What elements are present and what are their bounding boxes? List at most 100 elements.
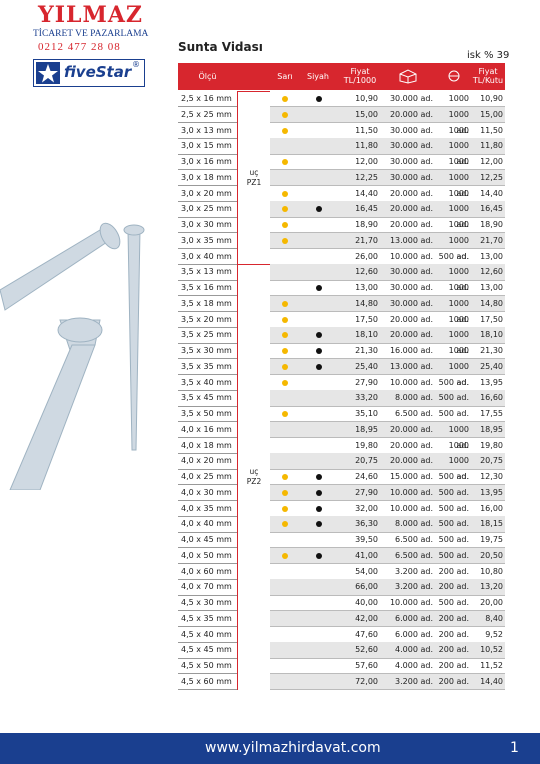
row-line xyxy=(178,610,237,611)
price-1000: 21,30 xyxy=(355,346,378,355)
black-dot xyxy=(316,348,322,354)
box-qty: 6.500 ad. xyxy=(395,550,433,560)
price-1000: 12,00 xyxy=(355,157,378,166)
yellow-dot xyxy=(282,127,288,134)
price-1000: 12,25 xyxy=(355,172,378,182)
size: 4,5 x 50 mm xyxy=(181,661,232,670)
size: 3,5 x 16 mm xyxy=(181,283,232,292)
pack-qty: 1000 ad. xyxy=(448,361,469,387)
row-line xyxy=(178,374,237,375)
row-line xyxy=(178,137,237,139)
price-box: 12,30 xyxy=(480,472,503,481)
pack-qty: 500 ad. xyxy=(438,251,469,261)
box-qty: 20.000 ad. xyxy=(389,188,433,198)
size: 2,5 x 16 mm xyxy=(181,94,232,103)
row-line xyxy=(270,641,505,643)
price-box: 10,52 xyxy=(480,645,503,655)
yellow-dot xyxy=(282,474,288,480)
price-box: 13,00 xyxy=(480,251,503,261)
price-1000: 12,60 xyxy=(355,267,378,277)
price-box: 11,80 xyxy=(480,141,503,151)
logo-mark: ® xyxy=(132,60,140,69)
box-qty: 16.000 ad. xyxy=(389,346,433,355)
row-line xyxy=(270,216,505,217)
group-line xyxy=(237,264,238,690)
price-1000: 27,90 xyxy=(355,377,378,387)
size: 4,0 x 25 mm xyxy=(181,472,232,481)
row-line xyxy=(270,389,505,391)
price-1000: 66,00 xyxy=(355,582,378,592)
row-line xyxy=(178,531,237,532)
box-qty: 6.500 ad. xyxy=(395,535,433,544)
yellow-dot xyxy=(282,505,288,512)
pack-qty: 500 ad. xyxy=(438,377,469,387)
box-qty: 15.000 ad. xyxy=(389,472,433,481)
box-qty: 10.000 ad. xyxy=(389,377,433,387)
row-shade xyxy=(270,673,505,690)
price-box: 10,80 xyxy=(480,566,503,576)
price-box: 13,20 xyxy=(480,582,503,592)
yellow-dot xyxy=(282,489,288,496)
yellow-dot xyxy=(282,206,288,213)
row-shade xyxy=(270,516,505,532)
box-qty: 3.200 ad. xyxy=(395,676,433,686)
row-line xyxy=(178,500,237,501)
yellow-dot xyxy=(282,111,288,118)
footer-url: www.yilmazhirdavat.com xyxy=(205,740,381,756)
box-icon xyxy=(399,69,417,84)
row-shade xyxy=(270,579,505,595)
price-1000: 52,60 xyxy=(355,645,378,655)
row-shade xyxy=(270,484,505,501)
box-qty: 6.000 ad. xyxy=(395,613,433,623)
box-qty: 4.000 ad. xyxy=(395,661,433,670)
pack-qty: 1000 ad. xyxy=(448,424,469,450)
black-dot xyxy=(316,285,322,291)
box-qty: 20.000 ad. xyxy=(389,204,433,214)
price-box: 19,75 xyxy=(480,535,503,544)
row-line xyxy=(178,437,237,438)
price-box: 13,95 xyxy=(480,377,503,387)
price-1000: 11,50 xyxy=(355,125,378,135)
row-line xyxy=(178,106,237,107)
price-box: 12,60 xyxy=(480,267,503,277)
box-qty: 8.000 ad. xyxy=(395,519,433,529)
price-box: 21,70 xyxy=(480,235,503,245)
price-1000: 16,45 xyxy=(355,204,378,214)
price-1000: 42,00 xyxy=(355,613,378,623)
price-box: 14,80 xyxy=(480,298,503,308)
yellow-dot xyxy=(282,300,288,307)
price-1000: 32,00 xyxy=(355,503,378,513)
price-box: 12,00 xyxy=(480,157,503,166)
yellow-dot xyxy=(282,222,288,228)
price-1000: 15,00 xyxy=(355,109,378,119)
box-qty: 6.000 ad. xyxy=(395,629,433,639)
row-line xyxy=(178,405,237,406)
black-dot xyxy=(316,489,322,496)
row-line xyxy=(270,515,505,517)
pack-icon xyxy=(448,70,460,82)
row-line xyxy=(178,673,237,674)
row-line xyxy=(178,342,237,343)
box-qty: 10.000 ad. xyxy=(389,598,433,607)
size: 4,0 x 70 mm xyxy=(181,582,232,592)
yellow-dot xyxy=(282,379,288,386)
price-box: 11,52 xyxy=(480,661,503,670)
price-1000: 19,80 xyxy=(355,440,378,450)
pack-qty: 1000 ad. xyxy=(448,141,469,166)
size: 3,0 x 16 mm xyxy=(181,157,232,166)
black-dot xyxy=(316,474,322,480)
price-1000: 24,60 xyxy=(355,472,378,481)
row-line xyxy=(270,295,505,296)
size: 3,5 x 45 mm xyxy=(181,393,232,403)
price-box: 16,45 xyxy=(480,204,503,214)
size: 4,5 x 60 mm xyxy=(181,676,232,686)
price-box: 13,95 xyxy=(480,487,503,497)
yellow-dot xyxy=(282,159,288,165)
yellow-dot xyxy=(282,521,288,528)
row-shade xyxy=(270,421,505,438)
row-shade xyxy=(270,138,505,154)
pack-qty: 200 ad. xyxy=(438,582,469,592)
pack-qty: 500 ad. xyxy=(438,503,469,513)
size: 3,0 x 13 mm xyxy=(181,125,232,135)
price-1000: 39,50 xyxy=(355,535,378,544)
